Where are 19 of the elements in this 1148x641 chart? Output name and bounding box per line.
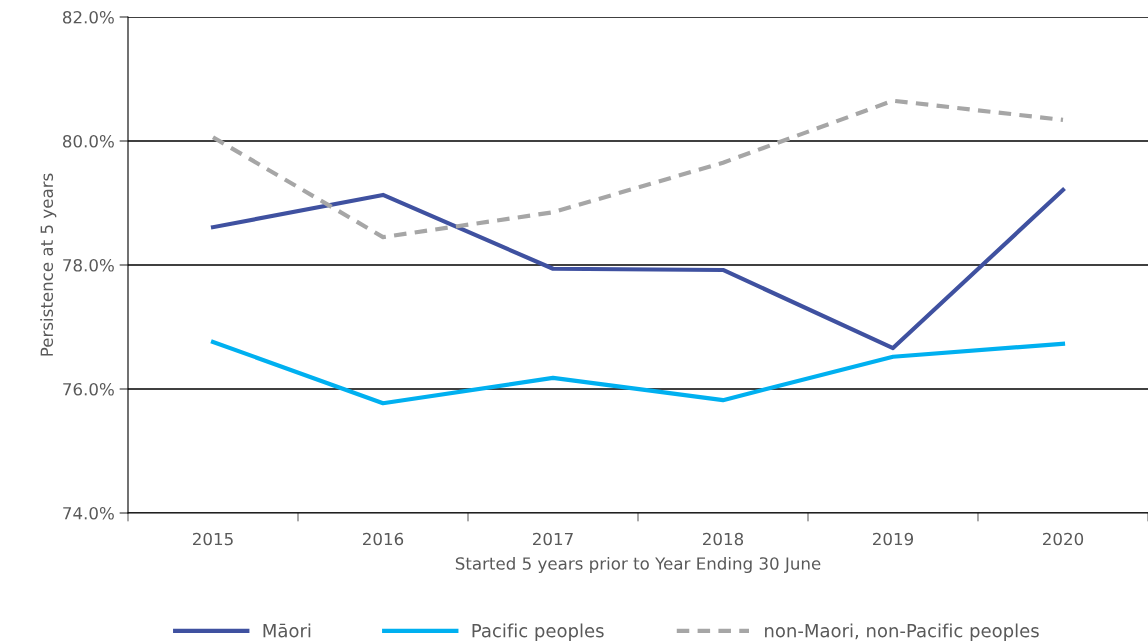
legend-label: Māori — [263, 623, 311, 638]
y-tick-label: 78.0% — [63, 258, 114, 272]
x-tick-label: 2015 — [193, 532, 233, 546]
line-series — [210, 98, 1066, 240]
y-tick-label: 80.0% — [62, 134, 114, 148]
x-tick-label: 2017 — [533, 532, 573, 546]
y-axis-title: Persistence at 5 years — [40, 173, 57, 356]
y-tick-label: 74.0% — [63, 506, 114, 520]
x-axis-title: Started 5 years prior to Year Ending 30 June — [455, 556, 821, 574]
line-series — [210, 339, 1066, 406]
y-tick-label: 76.0% — [63, 382, 114, 396]
y-tick-label: 82.0% — [62, 10, 114, 24]
x-tick-label: 2018 — [703, 532, 744, 546]
line-series — [210, 187, 1066, 351]
x-tick-label: 2020 — [1043, 532, 1084, 546]
x-tick-label: 2016 — [363, 532, 404, 546]
legend-label: non-Maori, non-Pacific peoples — [765, 623, 1039, 641]
x-tick-label: 2019 — [873, 532, 914, 546]
legend-label: Pacific peoples — [472, 623, 604, 641]
